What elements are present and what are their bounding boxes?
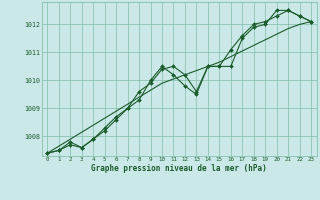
X-axis label: Graphe pression niveau de la mer (hPa): Graphe pression niveau de la mer (hPa) [91, 164, 267, 173]
